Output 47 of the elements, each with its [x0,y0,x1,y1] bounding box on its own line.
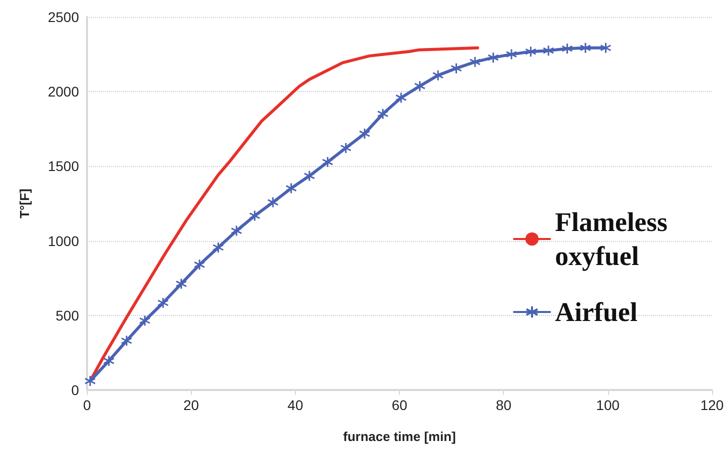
y-tick-label: 2000 [48,84,80,100]
point [230,225,242,237]
x-tick-label: 0 [83,397,92,413]
point [395,92,407,104]
point [358,128,370,140]
point [120,335,132,347]
x-tick-label: 60 [392,397,408,413]
point [340,142,352,154]
point [600,42,612,54]
point [285,182,297,194]
y-tick-label: 1000 [48,232,80,249]
y-tick-label: 500 [56,307,80,324]
y-axis-title: T°[F] [17,188,32,218]
x-tick-label: 80 [496,397,512,413]
point [542,44,554,56]
y-tick-label: 0 [71,382,80,398]
point [506,48,518,60]
point [322,156,334,168]
point [267,196,279,208]
line-series [88,46,480,383]
point [304,170,316,182]
point [103,355,115,367]
x-tick-label: 40 [288,397,304,413]
point [194,258,206,270]
point [377,108,389,120]
point [84,375,96,387]
y-tick-label: 2500 [48,9,80,25]
point [157,297,169,309]
point [414,80,426,92]
x-axis-title: furnace time [min] [343,429,456,444]
legend-label: Airfuel [555,297,638,327]
point [450,62,462,74]
point [432,70,444,82]
point [488,52,499,64]
point [212,242,224,254]
point [561,42,573,54]
point [469,56,481,68]
legend-label: Flameless oxyfuel [555,207,674,271]
point [580,42,592,54]
y-tick-label: 1500 [48,158,80,174]
point [176,278,188,290]
x-tick-label: 20 [183,397,200,413]
x-tick-label: 120 [700,397,724,413]
point [139,314,151,326]
point [248,210,260,222]
point [525,46,536,58]
x-tick-label: 100 [596,397,620,413]
